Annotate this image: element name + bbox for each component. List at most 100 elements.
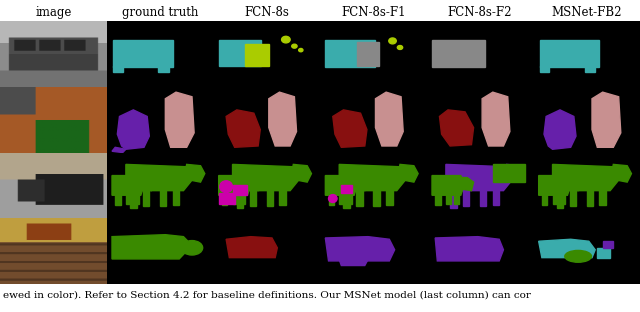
Polygon shape — [325, 40, 376, 67]
Polygon shape — [219, 176, 251, 195]
Polygon shape — [432, 40, 485, 67]
Polygon shape — [325, 176, 357, 195]
Polygon shape — [241, 194, 245, 204]
Polygon shape — [504, 164, 525, 182]
Polygon shape — [269, 92, 296, 146]
Polygon shape — [435, 194, 440, 205]
Polygon shape — [143, 189, 149, 207]
Polygon shape — [267, 189, 273, 207]
Polygon shape — [237, 189, 243, 208]
Polygon shape — [130, 189, 136, 208]
Polygon shape — [243, 178, 260, 191]
Polygon shape — [115, 194, 120, 205]
Polygon shape — [232, 194, 238, 204]
Text: MSNet-FB2: MSNet-FB2 — [552, 6, 622, 19]
Polygon shape — [158, 66, 168, 72]
Polygon shape — [226, 236, 277, 258]
Polygon shape — [600, 189, 606, 205]
Polygon shape — [539, 176, 571, 195]
Polygon shape — [454, 194, 459, 204]
Polygon shape — [450, 189, 456, 208]
Text: ground truth: ground truth — [122, 6, 198, 19]
Ellipse shape — [292, 44, 297, 48]
Polygon shape — [587, 189, 593, 207]
Text: FCN-8s: FCN-8s — [244, 6, 289, 19]
Polygon shape — [603, 241, 613, 248]
Polygon shape — [456, 178, 474, 191]
Polygon shape — [376, 92, 403, 146]
Ellipse shape — [220, 181, 232, 193]
Polygon shape — [386, 189, 392, 205]
Polygon shape — [222, 194, 227, 205]
Polygon shape — [356, 189, 363, 207]
Polygon shape — [350, 178, 367, 191]
Polygon shape — [219, 193, 235, 204]
Polygon shape — [112, 176, 144, 195]
Polygon shape — [540, 40, 600, 67]
Ellipse shape — [564, 251, 591, 262]
Polygon shape — [333, 110, 367, 147]
Polygon shape — [570, 189, 576, 207]
Ellipse shape — [397, 46, 403, 50]
Polygon shape — [446, 164, 514, 191]
Polygon shape — [480, 189, 486, 207]
Polygon shape — [113, 66, 123, 72]
Polygon shape — [540, 66, 549, 72]
Polygon shape — [341, 185, 352, 193]
Ellipse shape — [388, 38, 396, 44]
Polygon shape — [597, 248, 610, 258]
Polygon shape — [126, 194, 131, 204]
Polygon shape — [542, 194, 547, 205]
Polygon shape — [539, 239, 595, 258]
Polygon shape — [136, 178, 154, 191]
Polygon shape — [610, 164, 632, 182]
Polygon shape — [561, 194, 565, 204]
Ellipse shape — [282, 36, 290, 43]
Polygon shape — [245, 44, 269, 66]
Polygon shape — [226, 110, 260, 147]
Polygon shape — [339, 164, 408, 191]
Polygon shape — [493, 164, 525, 182]
Polygon shape — [493, 189, 499, 205]
Polygon shape — [557, 189, 563, 208]
Polygon shape — [446, 194, 451, 204]
Polygon shape — [325, 236, 395, 261]
Polygon shape — [232, 185, 248, 195]
Polygon shape — [112, 147, 126, 153]
Polygon shape — [373, 189, 380, 207]
Polygon shape — [348, 194, 352, 204]
Polygon shape — [563, 178, 580, 191]
Polygon shape — [112, 235, 190, 259]
Polygon shape — [280, 189, 286, 205]
Polygon shape — [339, 194, 344, 204]
Ellipse shape — [299, 48, 303, 52]
Text: FCN-8s-F1: FCN-8s-F1 — [341, 6, 406, 19]
Polygon shape — [344, 189, 350, 208]
Polygon shape — [357, 42, 379, 66]
Polygon shape — [134, 194, 139, 204]
Polygon shape — [552, 164, 621, 191]
Polygon shape — [440, 110, 474, 146]
Polygon shape — [339, 260, 368, 266]
Polygon shape — [173, 189, 179, 205]
Polygon shape — [482, 92, 510, 146]
Polygon shape — [432, 176, 464, 195]
Polygon shape — [250, 189, 256, 207]
Polygon shape — [592, 92, 621, 147]
Polygon shape — [117, 110, 149, 149]
Polygon shape — [290, 164, 312, 182]
Polygon shape — [552, 194, 558, 204]
Polygon shape — [328, 194, 334, 205]
Polygon shape — [160, 189, 166, 207]
Polygon shape — [435, 236, 504, 261]
Text: image: image — [35, 6, 72, 19]
Text: FCN-8s-F2: FCN-8s-F2 — [448, 6, 512, 19]
Polygon shape — [126, 164, 194, 191]
Polygon shape — [165, 92, 194, 147]
Ellipse shape — [328, 195, 337, 202]
Polygon shape — [463, 189, 469, 207]
Ellipse shape — [181, 241, 203, 255]
Text: ewed in color). Refer to Section 4.2 for baseline definitions. Our MSNet model (: ewed in color). Refer to Section 4.2 for… — [3, 291, 531, 300]
Polygon shape — [544, 110, 576, 149]
Polygon shape — [113, 40, 173, 67]
